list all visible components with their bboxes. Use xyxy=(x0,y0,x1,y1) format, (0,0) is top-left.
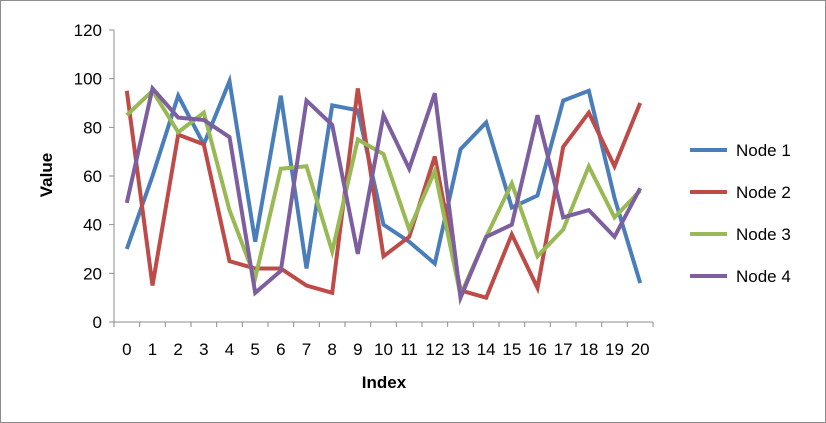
x-tick-label: 13 xyxy=(451,340,470,359)
y-tick-label: 80 xyxy=(83,118,102,137)
y-tick-label: 40 xyxy=(83,216,102,235)
x-tick-label: 15 xyxy=(502,340,521,359)
legend: Node 1 Node 2 Node 3 Node 4 xyxy=(690,141,791,286)
x-tick-label: 7 xyxy=(302,340,311,359)
legend-label-node-1: Node 1 xyxy=(736,141,791,160)
x-tick-label: 10 xyxy=(374,340,393,359)
x-tick-label: 16 xyxy=(528,340,547,359)
x-tick-label: 1 xyxy=(148,340,157,359)
x-axis-title: Index xyxy=(362,373,407,392)
x-tick-label: 2 xyxy=(173,340,182,359)
x-tick-label: 17 xyxy=(554,340,573,359)
x-tick-label: 18 xyxy=(579,340,598,359)
legend-label-node-4: Node 4 xyxy=(736,267,791,286)
y-tick-label: 0 xyxy=(93,313,102,332)
x-tick-label: 14 xyxy=(477,340,496,359)
x-tick-label: 19 xyxy=(605,340,624,359)
series-line-node-4 xyxy=(124,84,642,306)
x-tick-label: 11 xyxy=(400,340,418,359)
x-tick-label: 12 xyxy=(425,340,444,359)
series-line-node-3 xyxy=(125,87,642,302)
x-tick-label: 20 xyxy=(631,340,650,359)
series-line-node-2 xyxy=(124,88,643,301)
x-tick-label: 0 xyxy=(122,340,131,359)
y-axis-title: Value xyxy=(37,153,56,197)
x-tick-label: 9 xyxy=(353,340,362,359)
y-tick-label: 120 xyxy=(74,21,102,40)
series-layer xyxy=(124,73,643,306)
x-tick-label: 5 xyxy=(250,340,259,359)
x-tick-label: 6 xyxy=(276,340,285,359)
x-tick-label: 3 xyxy=(199,340,208,359)
x-tick-label: 4 xyxy=(225,340,234,359)
y-tick-label: 20 xyxy=(83,264,102,283)
y-tick-label: 60 xyxy=(83,167,102,186)
y-tick-label: 100 xyxy=(74,70,102,89)
legend-label-node-2: Node 2 xyxy=(736,183,791,202)
x-tick-label: 8 xyxy=(327,340,336,359)
legend-label-node-3: Node 3 xyxy=(736,225,791,244)
